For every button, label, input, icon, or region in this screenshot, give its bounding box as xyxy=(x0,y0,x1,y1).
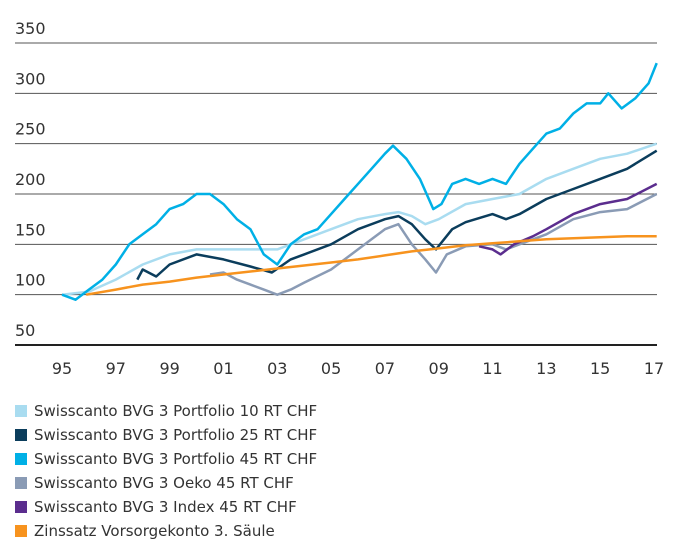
line-series xyxy=(61,142,658,296)
y-tick-label: 150 xyxy=(15,220,46,239)
x-tick-label: 05 xyxy=(321,359,341,378)
legend-label: Swisscanto BVG 3 Oeko 45 RT CHF xyxy=(34,474,294,492)
line-series xyxy=(136,149,658,281)
x-tick-label: 01 xyxy=(213,359,233,378)
line-series xyxy=(209,192,658,296)
x-tick-label: 99 xyxy=(159,359,179,378)
line-series xyxy=(478,182,658,256)
x-tick-label: 95 xyxy=(52,359,72,378)
x-tick-label: 97 xyxy=(106,359,126,378)
legend-swatch xyxy=(15,453,27,465)
legend-label: Swisscanto BVG 3 Portfolio 45 RT CHF xyxy=(34,450,317,468)
x-tick-label: 15 xyxy=(590,359,610,378)
legend-swatch xyxy=(15,405,27,417)
y-tick-label: 100 xyxy=(15,271,46,290)
line-series xyxy=(61,62,658,301)
y-tick-label: 300 xyxy=(15,69,46,88)
x-tick-label: 11 xyxy=(482,359,502,378)
x-tick-label: 07 xyxy=(375,359,395,378)
legend-label: Swisscanto BVG 3 Index 45 RT CHF xyxy=(34,498,297,516)
x-tick-label: 17 xyxy=(644,359,664,378)
legend-label: Swisscanto BVG 3 Portfolio 10 RT CHF xyxy=(34,402,317,420)
legend-swatch xyxy=(15,429,27,441)
x-tick-label: 09 xyxy=(429,359,449,378)
y-tick-label: 200 xyxy=(15,170,46,189)
y-tick-label: 250 xyxy=(15,120,46,139)
y-tick-label: 50 xyxy=(15,321,35,340)
x-tick-label: 13 xyxy=(536,359,556,378)
legend-swatch xyxy=(15,501,27,513)
y-tick-label: 350 xyxy=(15,19,46,38)
legend-swatch xyxy=(15,525,27,537)
line-series xyxy=(85,235,657,296)
legend-label: Zinssatz Vorsorgekonto 3. Säule xyxy=(34,522,275,540)
legend-swatch xyxy=(15,477,27,489)
x-tick-label: 03 xyxy=(267,359,287,378)
legend-label: Swisscanto BVG 3 Portfolio 25 RT CHF xyxy=(34,426,317,444)
